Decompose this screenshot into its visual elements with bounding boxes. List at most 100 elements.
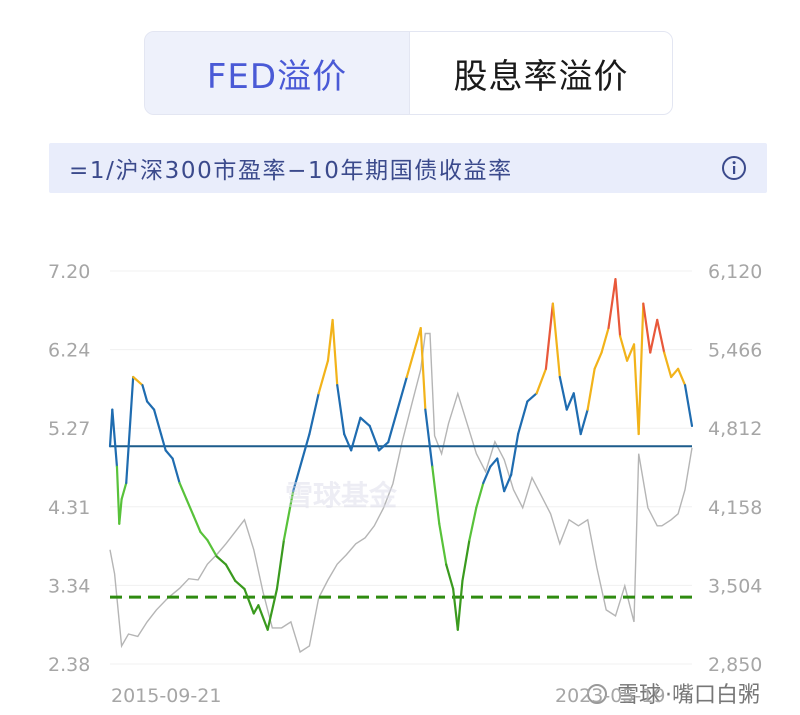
fed-segment bbox=[125, 375, 135, 485]
fed-segment bbox=[243, 587, 255, 615]
y-right-tick: 6,120 bbox=[708, 261, 762, 283]
formula-bar: =1/沪深300市盈率−10年期国债收益率 bbox=[49, 143, 767, 193]
fed-segment bbox=[526, 392, 538, 403]
fed-segment bbox=[535, 367, 548, 395]
fed-segment bbox=[572, 392, 582, 436]
fed-segment bbox=[377, 441, 390, 452]
fed-segment bbox=[489, 457, 499, 468]
fed-segment bbox=[424, 408, 434, 468]
fed-segment bbox=[632, 343, 640, 436]
fed-segment bbox=[637, 302, 645, 436]
fed-segment bbox=[558, 375, 568, 411]
fed-segment bbox=[551, 302, 561, 379]
index-line bbox=[109, 332, 693, 654]
fed-segment bbox=[132, 375, 144, 387]
fed-segment bbox=[663, 351, 673, 379]
fed-segment bbox=[120, 481, 128, 501]
xueqiu-watermark: 雪球 ·嘴口白粥 bbox=[587, 683, 760, 708]
fed-segment bbox=[683, 384, 694, 428]
fed-segment bbox=[431, 465, 441, 525]
fed-segment bbox=[331, 318, 339, 387]
fed-segment bbox=[234, 579, 246, 591]
fed-segment bbox=[649, 318, 659, 354]
fed-segment bbox=[336, 384, 346, 436]
fed-segment bbox=[343, 432, 353, 452]
x-label-end: 2023-05-19 bbox=[555, 685, 665, 707]
fed-segment bbox=[544, 302, 554, 370]
fed-segment bbox=[625, 343, 636, 362]
tab-dividend-premium[interactable]: 股息率溢价 bbox=[409, 32, 672, 114]
fed-segment bbox=[350, 416, 362, 452]
fed-segment bbox=[593, 351, 603, 370]
fed-segment bbox=[387, 408, 399, 444]
fed-segment bbox=[600, 326, 610, 354]
fed-segment bbox=[438, 522, 448, 566]
fed-segment bbox=[282, 490, 295, 542]
fed-segment bbox=[118, 498, 123, 525]
fed-segment bbox=[185, 498, 195, 517]
fed-segment bbox=[412, 326, 422, 354]
fed-segment bbox=[359, 416, 371, 428]
fed-segment bbox=[461, 538, 471, 582]
fed-segment bbox=[607, 278, 617, 330]
series-lines bbox=[108, 278, 694, 654]
fed-segment bbox=[565, 392, 575, 411]
fed-segment bbox=[292, 457, 304, 493]
fed-segment bbox=[252, 604, 260, 615]
fed-segment bbox=[405, 351, 415, 379]
formula-text: =1/沪深300市盈率−10年期国债收益率 bbox=[69, 158, 513, 184]
y-right-tick: 3,504 bbox=[708, 575, 762, 597]
y-left-tick: 5.27 bbox=[48, 418, 90, 440]
fed-segment bbox=[676, 367, 687, 387]
fed-segment bbox=[275, 538, 286, 591]
tab-fed-premium[interactable]: FED溢价 bbox=[145, 32, 409, 114]
fed-segment bbox=[199, 530, 209, 542]
fed-segment bbox=[266, 587, 279, 631]
y-right-tick: 4,812 bbox=[708, 418, 762, 440]
fed-segment bbox=[468, 506, 478, 542]
fed-segment bbox=[111, 408, 119, 468]
fed-segment bbox=[192, 514, 202, 534]
fed-segment bbox=[178, 481, 188, 501]
fed-segment bbox=[257, 604, 269, 631]
fed-segment bbox=[516, 400, 529, 436]
fed-segment bbox=[445, 563, 455, 591]
fed-segment bbox=[368, 424, 381, 452]
fed-segment bbox=[656, 318, 666, 354]
fed-segment bbox=[579, 408, 589, 436]
fed-segment bbox=[115, 465, 121, 525]
fed-segment bbox=[670, 367, 680, 379]
y-right-tick: 4,158 bbox=[708, 497, 762, 519]
fed-segment bbox=[159, 432, 167, 452]
y-right-tick: 5,466 bbox=[708, 340, 762, 362]
fed-segment bbox=[586, 367, 596, 411]
y-right-tick: 2,850 bbox=[708, 654, 762, 676]
watermark-faint: 雪球基金 bbox=[285, 479, 398, 512]
fed-segment bbox=[642, 302, 652, 354]
fed-segment bbox=[317, 359, 330, 395]
watermark-brand: 雪球 bbox=[617, 683, 661, 708]
y-left-tick: 4.31 bbox=[48, 497, 90, 519]
fed-segment bbox=[224, 563, 237, 582]
axis-ticks: 7.20 6,120 6.24 5,466 5.27 4,812 4.31 4,158 3.34… bbox=[48, 261, 762, 676]
fed-segment bbox=[452, 587, 459, 631]
fed-segment bbox=[482, 465, 492, 485]
fed-segment bbox=[308, 392, 320, 436]
fed-segment bbox=[141, 384, 149, 403]
fed-segment bbox=[419, 326, 427, 411]
fed-segment bbox=[164, 449, 174, 460]
y-left-tick: 3.34 bbox=[48, 575, 90, 597]
fed-segment bbox=[145, 400, 156, 411]
fed-segment bbox=[496, 457, 506, 493]
fed-segment bbox=[510, 432, 520, 476]
gridlines bbox=[110, 270, 692, 665]
info-icon[interactable] bbox=[721, 155, 747, 181]
tab-bar: FED溢价 股息率溢价 bbox=[144, 31, 673, 115]
fed-segment bbox=[171, 457, 181, 485]
fed-segment bbox=[152, 408, 163, 436]
y-left-tick: 6.24 bbox=[48, 340, 90, 362]
y-left-tick: 7.20 bbox=[48, 261, 90, 283]
fed-segment bbox=[206, 538, 218, 558]
fed-segment bbox=[619, 335, 629, 362]
